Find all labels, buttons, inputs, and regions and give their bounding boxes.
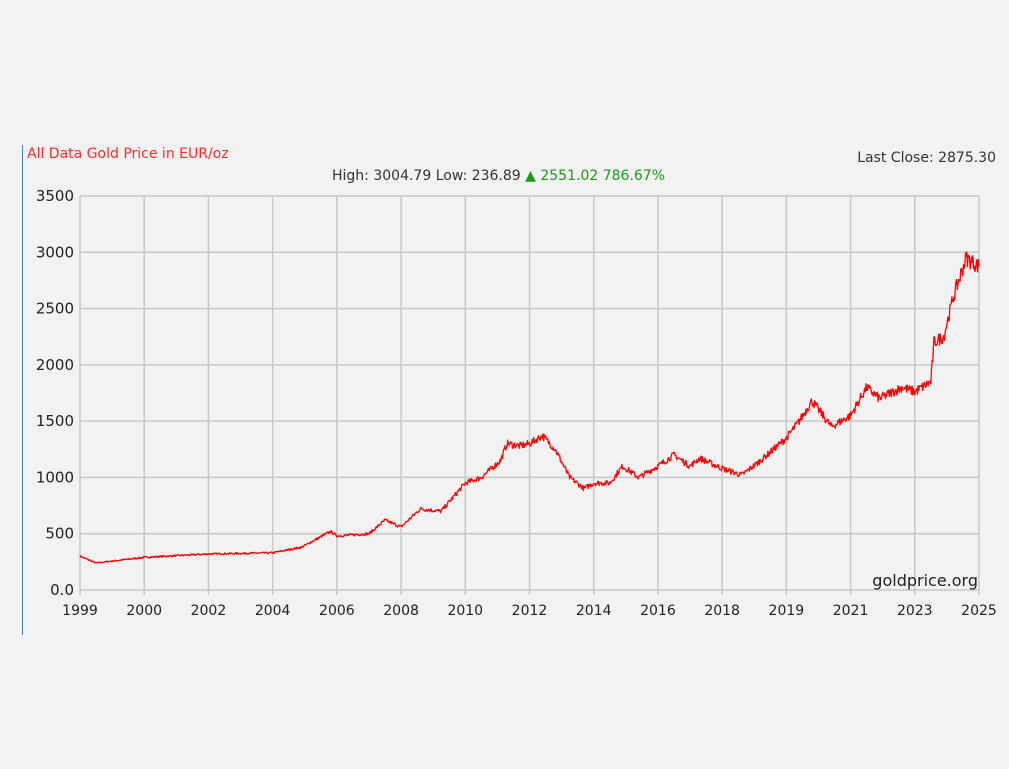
- x-tick-label: 2025: [961, 603, 997, 619]
- x-tick-label: 2023: [897, 603, 933, 619]
- y-tick-label: 500: [45, 525, 74, 543]
- x-tick-label: 2014: [576, 603, 612, 619]
- chart-title: All Data Gold Price in EUR/oz: [27, 146, 229, 162]
- x-tick-label: 2000: [126, 603, 162, 619]
- left-border: [22, 145, 23, 635]
- y-tick-label: 1000: [36, 468, 74, 486]
- x-tick-label: 2016: [640, 603, 676, 619]
- x-tick-label: 2004: [255, 603, 291, 619]
- x-tick-label: 2008: [383, 603, 419, 619]
- y-tick-label: 2000: [36, 356, 74, 374]
- stats-line: High: 3004.79 Low: 236.89 ▲ 2551.02 786.…: [332, 168, 665, 184]
- low-label: Low: 236.89: [435, 168, 521, 184]
- change-percent: 786.67%: [602, 168, 666, 184]
- x-tick-label: 2018: [704, 603, 740, 619]
- y-tick-label: 3000: [36, 243, 74, 261]
- x-tick-label: 2006: [319, 603, 355, 619]
- x-tick-label: 2012: [512, 603, 548, 619]
- y-tick-label: 1500: [36, 412, 74, 430]
- y-tick-label: 0.0: [50, 581, 74, 599]
- price-line: [79, 251, 980, 564]
- y-tick-label: 2500: [36, 300, 74, 318]
- y-tick-label: 3500: [36, 187, 74, 205]
- x-tick-label: 1999: [62, 603, 98, 619]
- watermark: goldprice.org: [872, 571, 978, 590]
- high-label: High: 3004.79: [332, 168, 432, 184]
- x-tick-label: 2019: [769, 603, 805, 619]
- x-tick-label: 2021: [833, 603, 869, 619]
- last-close-label: Last Close: 2875.30: [857, 150, 996, 166]
- change-value: 2551.02: [540, 168, 599, 184]
- triangle-up-icon: ▲: [525, 168, 536, 184]
- x-tick-label: 2002: [191, 603, 227, 619]
- x-tick-label: 2010: [447, 603, 483, 619]
